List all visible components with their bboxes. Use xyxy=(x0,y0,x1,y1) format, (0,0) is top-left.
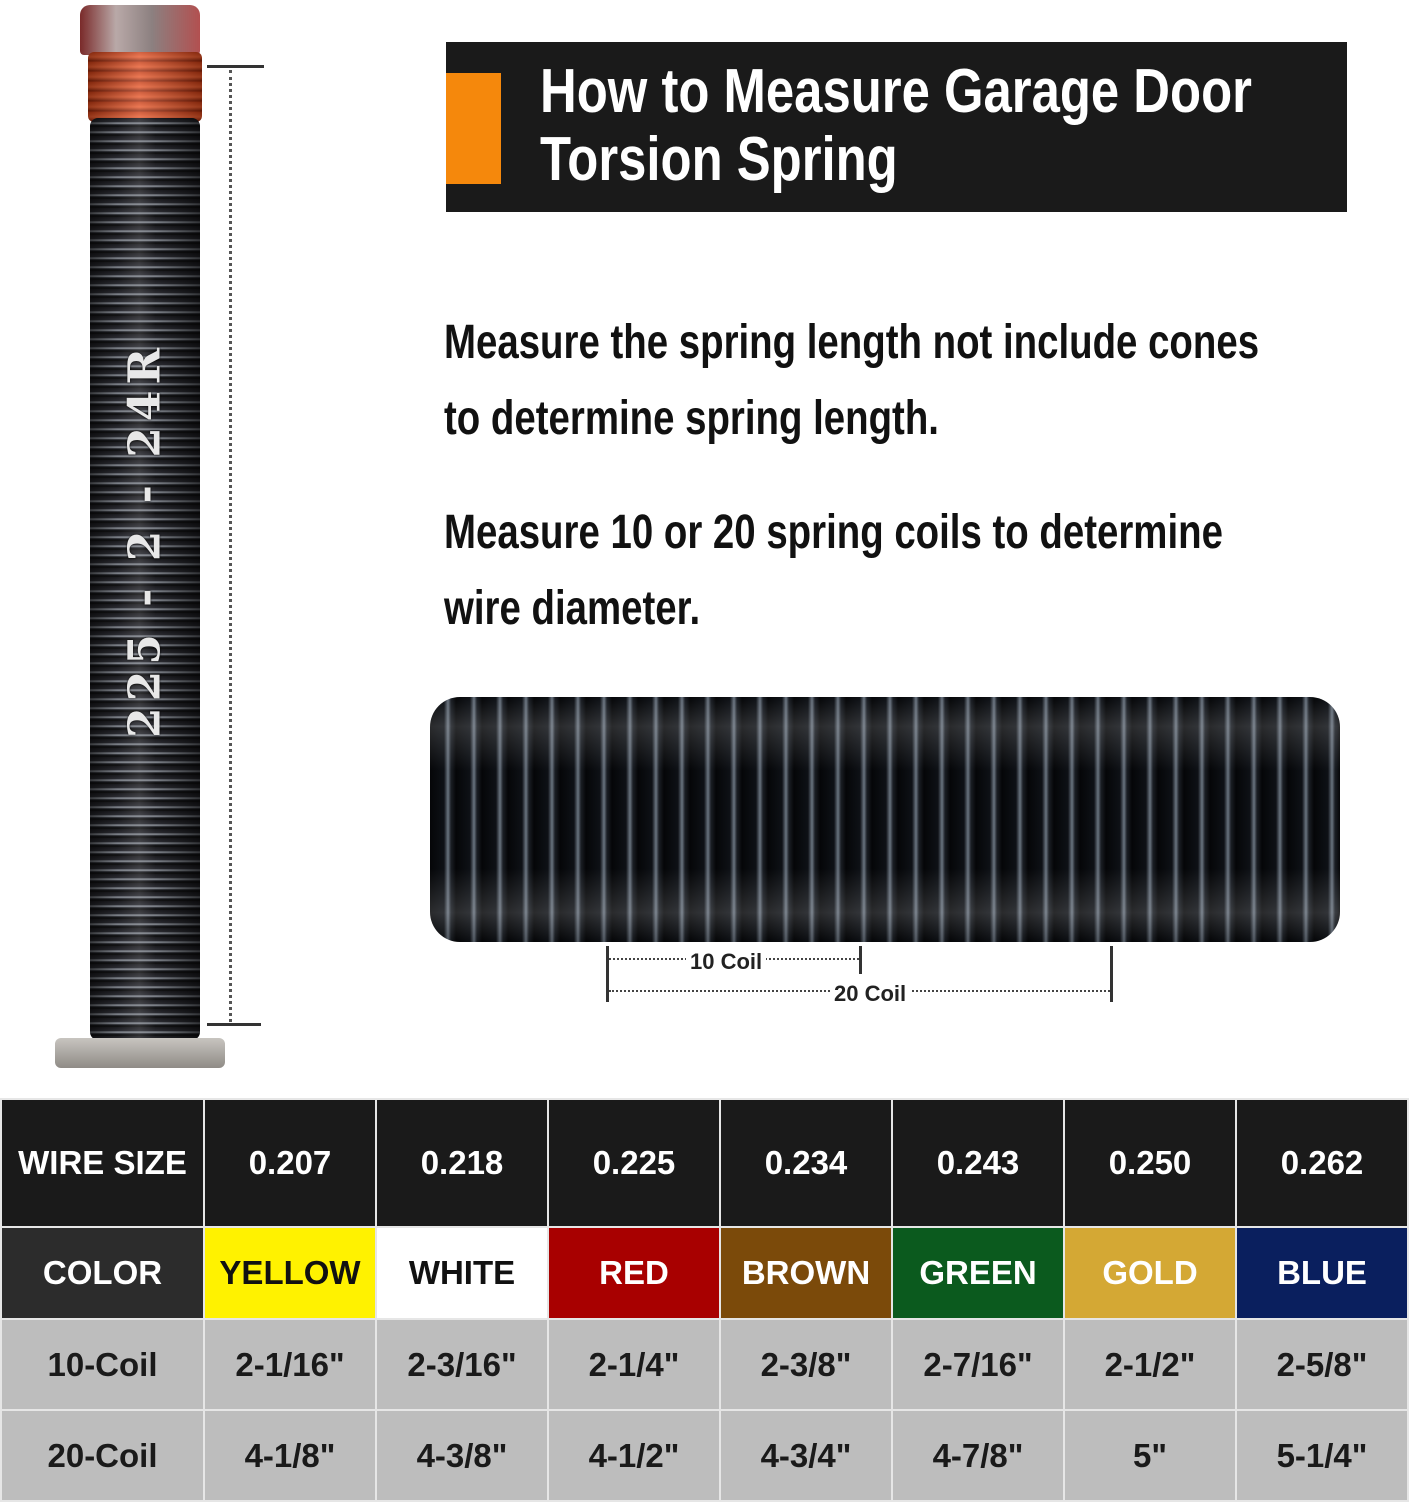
spring-mounting-plate xyxy=(55,1038,225,1068)
row-header-wire-size: WIRE SIZE xyxy=(0,1098,205,1228)
ten-coil-cell: 2-3/8" xyxy=(719,1318,893,1411)
instruction-length-line-2: to determine spring length. xyxy=(444,392,939,445)
wire-size-chart: WIRE SIZE 0.207 0.218 0.225 0.234 0.243 0.250… xyxy=(0,1098,1409,1502)
color-cell: YELLOW xyxy=(203,1226,377,1320)
color-cell: WHITE xyxy=(375,1226,549,1320)
row-header-color: COLOR xyxy=(0,1226,205,1320)
twenty-coil-cell: 4-7/8" xyxy=(891,1409,1065,1502)
ten-coil-cell: 2-1/4" xyxy=(547,1318,721,1411)
ten-coil-cell: 2-7/16" xyxy=(891,1318,1065,1411)
twenty-coil-cell: 4-1/8" xyxy=(203,1409,377,1502)
ten-coil-row: 10-Coil 2-1/16" 2-3/16" 2-1/4" 2-3/8" 2-7/16… xyxy=(0,1318,1409,1411)
ten-coil-cell: 2-5/8" xyxy=(1235,1318,1409,1411)
dimension-10-end-tick xyxy=(859,946,862,974)
ten-coil-cell: 2-1/16" xyxy=(203,1318,377,1411)
twenty-coil-cell: 5" xyxy=(1063,1409,1237,1502)
wire-size-cell: 0.225 xyxy=(547,1098,721,1228)
instruction-wire: Measure 10 or 20 spring coils to determi… xyxy=(444,495,1223,647)
instruction-length: Measure the spring length not include co… xyxy=(444,305,1259,457)
instruction-wire-line-2: wire diameter. xyxy=(444,582,701,635)
horizontal-spring-closeup xyxy=(430,697,1340,942)
twenty-coil-cell: 4-3/8" xyxy=(375,1409,549,1502)
twenty-coil-cell: 5-1/4" xyxy=(1235,1409,1409,1502)
dimension-20-label: 20 Coil xyxy=(830,981,911,1007)
title-line-2: Torsion Spring xyxy=(540,125,898,194)
dimension-start-tick xyxy=(606,946,609,1002)
title-banner xyxy=(446,42,1347,212)
dimension-10-label: 10 Coil xyxy=(686,949,767,975)
length-dotted-line xyxy=(229,70,232,1022)
twenty-coil-cell: 4-3/4" xyxy=(719,1409,893,1502)
title-line-1: How to Measure Garage Door xyxy=(540,57,1252,126)
row-header-20-coil: 20-Coil xyxy=(0,1409,205,1502)
title-accent-bar xyxy=(446,73,501,184)
wire-size-cell: 0.218 xyxy=(375,1098,549,1228)
length-bottom-tick xyxy=(207,1023,261,1026)
color-cell: GOLD xyxy=(1063,1226,1237,1320)
wire-size-row: WIRE SIZE 0.207 0.218 0.225 0.234 0.243 0.250… xyxy=(0,1098,1409,1228)
twenty-coil-row: 20-Coil 4-1/8" 4-3/8" 4-1/2" 4-3/4" 4-7/8" 5"… xyxy=(0,1409,1409,1502)
length-top-tick xyxy=(207,65,264,68)
color-cell: RED xyxy=(547,1226,721,1320)
ten-coil-cell: 2-1/2" xyxy=(1063,1318,1237,1411)
row-header-10-coil: 10-Coil xyxy=(0,1318,205,1411)
wire-size-cell: 0.262 xyxy=(1235,1098,1409,1228)
wire-size-cell: 0.234 xyxy=(719,1098,893,1228)
ten-coil-cell: 2-3/16" xyxy=(375,1318,549,1411)
spring-end-coils xyxy=(88,52,202,122)
twenty-coil-cell: 4-1/2" xyxy=(547,1409,721,1502)
vertical-torsion-spring xyxy=(90,118,200,1040)
color-cell: BROWN xyxy=(719,1226,893,1320)
wire-size-cell: 0.243 xyxy=(891,1098,1065,1228)
spring-size-label: 225 - 2 - 24R xyxy=(119,341,171,739)
color-cell: GREEN xyxy=(891,1226,1065,1320)
spring-winding-cone xyxy=(80,5,200,55)
page-title: How to Measure Garage Door Torsion Sprin… xyxy=(540,58,1252,194)
color-cell: BLUE xyxy=(1235,1226,1409,1320)
color-row: COLOR YELLOW WHITE RED BROWN GREEN GOLD BLUE xyxy=(0,1226,1409,1320)
instruction-wire-line-1: Measure 10 or 20 spring coils to determi… xyxy=(444,506,1223,559)
wire-size-cell: 0.207 xyxy=(203,1098,377,1228)
dimension-20-end-tick xyxy=(1110,946,1113,1002)
instruction-length-line-1: Measure the spring length not include co… xyxy=(444,316,1260,369)
wire-size-cell: 0.250 xyxy=(1063,1098,1237,1228)
